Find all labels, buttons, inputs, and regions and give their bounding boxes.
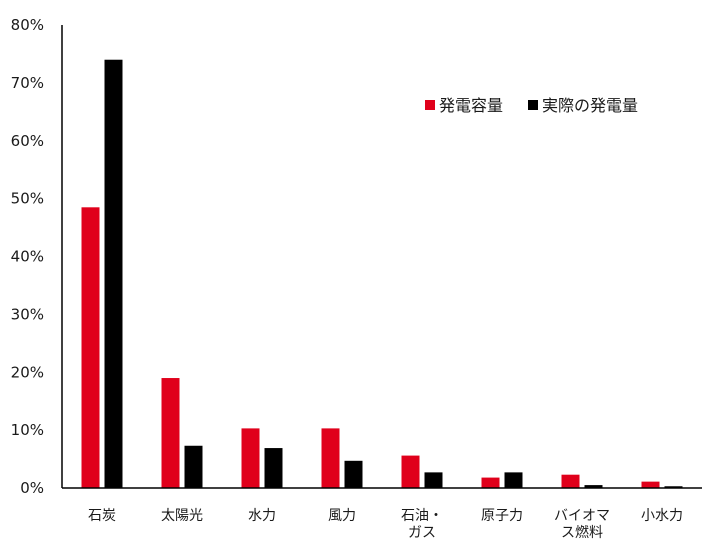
bar [664,486,683,488]
x-tick-label: バイオマス燃料 [554,508,610,541]
y-tick-label: 10% [11,421,44,439]
bar [424,472,443,488]
x-tick-label: 原子力 [481,508,523,524]
x-tick-label: 水力 [248,508,276,524]
bar [264,448,283,488]
x-tick-label: 小水力 [641,508,683,524]
bar [481,477,500,488]
bar [241,428,260,488]
bar [561,474,580,488]
y-tick-label: 40% [11,248,44,266]
y-tick-label: 0% [20,479,44,497]
y-tick-label: 20% [11,363,44,381]
legend: 発電容量 実際の発電量 [425,96,638,115]
x-tick-label: 石油・ガス [401,508,443,541]
legend-label: 実際の発電量 [542,96,638,115]
bar [401,455,420,488]
bars [81,59,683,488]
bar [344,460,363,488]
y-tick-label: 70% [11,74,44,92]
bar [584,485,603,488]
x-tick-label: 石炭 [88,508,116,524]
bar [504,472,523,488]
x-axis-labels: 石炭 太陽光 水力 風力 石油・ガス 原子力 バイオマス燃料 小水力 [88,508,683,541]
bar [81,207,100,488]
y-tick-label: 80% [11,16,44,34]
x-tick-label: 風力 [328,508,356,524]
bar [161,378,180,488]
legend-label: 発電容量 [439,96,503,115]
y-tick-label: 60% [11,132,44,150]
y-axis-ticks: 0% 10% 20% 30% 40% 50% 60% 70% 80% [11,16,44,497]
y-tick-label: 30% [11,305,44,323]
bar [104,59,123,488]
y-tick-label: 50% [11,190,44,208]
bar [321,428,340,488]
legend-swatch [528,100,538,110]
bar [641,481,660,488]
bar [184,445,203,488]
legend-swatch [425,100,435,110]
x-tick-label: 太陽光 [161,508,203,524]
